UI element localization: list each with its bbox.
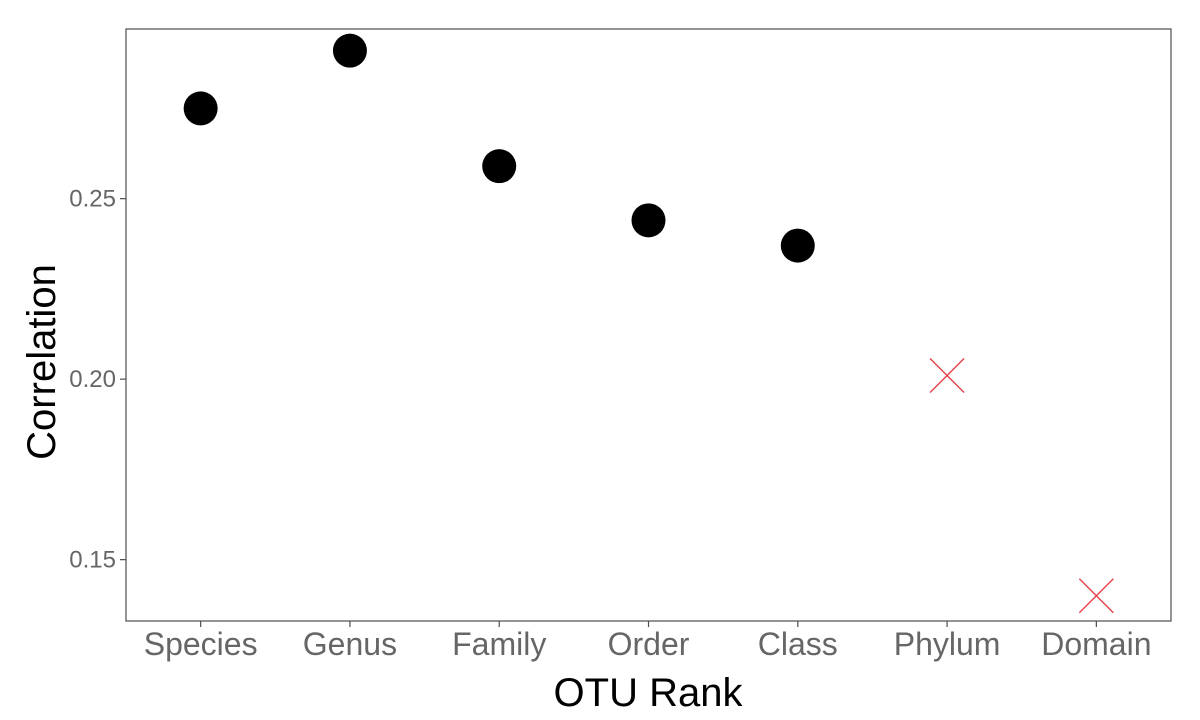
x-tick-label-class: Class (758, 626, 838, 662)
data-points (183, 33, 1114, 614)
x-tick-label-domain: Domain (1041, 626, 1151, 662)
y-tick-label: 0.20 (69, 366, 116, 393)
x-tick-label-order: Order (608, 626, 690, 662)
x-tick-label-species: Species (144, 626, 258, 662)
plot-panel-border (125, 28, 1172, 622)
x-tick-label-genus: Genus (303, 626, 397, 662)
y-tick-label: 0.25 (69, 186, 116, 213)
y-tick-label: 0.15 (69, 547, 116, 574)
y-axis-title: Correlation (20, 264, 64, 460)
cross-stroke (1078, 578, 1114, 614)
point-genus (332, 33, 367, 68)
x-axis: Species Genus Family Order Class Phylum Domain (144, 621, 1151, 662)
cross-stroke (929, 358, 965, 394)
point-species (183, 91, 218, 126)
point-domain (1078, 578, 1114, 614)
point-family (482, 149, 517, 184)
x-tick-label-phylum: Phylum (894, 626, 1001, 662)
point-class (780, 228, 815, 263)
x-axis-title: OTU Rank (554, 671, 744, 715)
y-axis: 0.15 0.20 0.25 (69, 186, 126, 574)
point-phylum (929, 358, 965, 394)
x-tick-label-family: Family (452, 626, 546, 662)
point-order (631, 203, 666, 238)
